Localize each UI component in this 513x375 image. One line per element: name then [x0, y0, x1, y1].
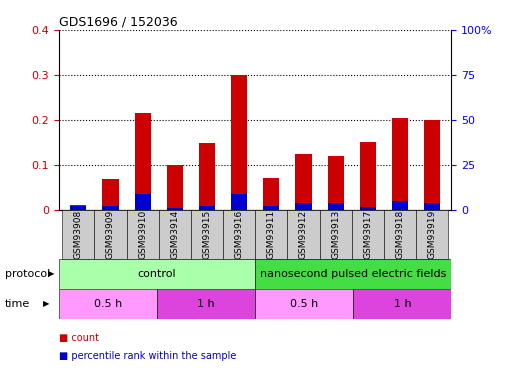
Text: 0.5 h: 0.5 h — [94, 299, 122, 309]
Text: GSM93908: GSM93908 — [74, 210, 83, 259]
Bar — [70, 205, 86, 210]
Bar — [255, 259, 451, 289]
Bar — [360, 142, 376, 210]
Bar — [62, 210, 94, 259]
Bar — [157, 289, 255, 319]
Text: GDS1696 / 152036: GDS1696 / 152036 — [59, 16, 177, 29]
Bar — [223, 210, 255, 259]
Bar — [70, 206, 86, 210]
Text: GSM93916: GSM93916 — [234, 210, 244, 259]
Bar — [103, 178, 119, 210]
Bar — [103, 206, 119, 210]
Bar — [320, 210, 352, 259]
Bar — [94, 210, 127, 259]
Bar — [353, 289, 451, 319]
Bar — [360, 207, 376, 210]
Text: 1 h: 1 h — [198, 299, 215, 309]
Bar — [127, 210, 159, 259]
Text: 0.5 h: 0.5 h — [290, 299, 319, 309]
Bar — [191, 210, 223, 259]
Bar — [199, 143, 215, 210]
Text: GSM93918: GSM93918 — [396, 210, 404, 259]
Text: ▶: ▶ — [48, 269, 54, 278]
Bar — [424, 203, 440, 210]
Bar — [59, 259, 255, 289]
Bar — [255, 289, 353, 319]
Bar — [59, 289, 157, 319]
Bar — [392, 201, 408, 210]
Bar — [263, 178, 280, 210]
Bar — [295, 203, 311, 210]
Bar — [134, 194, 151, 210]
Bar — [352, 210, 384, 259]
Text: GSM93919: GSM93919 — [428, 210, 437, 259]
Text: GSM93917: GSM93917 — [363, 210, 372, 259]
Bar — [231, 194, 247, 210]
Bar — [199, 206, 215, 210]
Text: GSM93914: GSM93914 — [170, 210, 180, 259]
Text: GSM93911: GSM93911 — [267, 210, 276, 259]
Text: time: time — [5, 299, 30, 309]
Text: GSM93909: GSM93909 — [106, 210, 115, 259]
Bar — [231, 75, 247, 210]
Text: GSM93915: GSM93915 — [203, 210, 211, 259]
Bar — [167, 208, 183, 210]
Text: protocol: protocol — [5, 269, 50, 279]
Text: ▶: ▶ — [43, 299, 49, 308]
Bar — [134, 113, 151, 210]
Bar — [424, 120, 440, 210]
Bar — [255, 210, 287, 259]
Text: ■ count: ■ count — [59, 333, 99, 342]
Text: GSM93910: GSM93910 — [138, 210, 147, 259]
Text: ■ percentile rank within the sample: ■ percentile rank within the sample — [59, 351, 236, 361]
Text: 1 h: 1 h — [393, 299, 411, 309]
Bar — [167, 165, 183, 210]
Bar — [328, 156, 344, 210]
Bar — [287, 210, 320, 259]
Bar — [384, 210, 416, 259]
Bar — [328, 203, 344, 210]
Text: nanosecond pulsed electric fields: nanosecond pulsed electric fields — [260, 269, 446, 279]
Bar — [295, 154, 311, 210]
Text: GSM93912: GSM93912 — [299, 210, 308, 259]
Bar — [263, 206, 280, 210]
Bar — [392, 118, 408, 210]
Bar — [416, 210, 448, 259]
Text: GSM93913: GSM93913 — [331, 210, 340, 259]
Bar — [159, 210, 191, 259]
Text: control: control — [138, 269, 176, 279]
